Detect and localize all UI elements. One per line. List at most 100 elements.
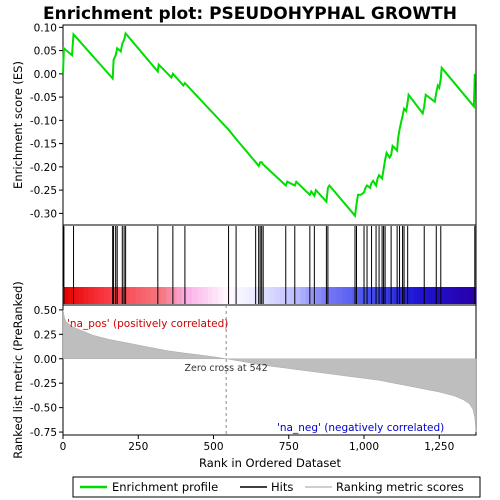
color-bar-segment — [429, 287, 436, 304]
color-bar-segment — [367, 287, 374, 304]
es-y-tick-label: -0.25 — [30, 185, 57, 197]
color-bar-segment — [63, 287, 69, 304]
color-bar-segment — [341, 287, 348, 304]
color-bar-segment — [336, 287, 343, 304]
color-bar-segment — [290, 287, 296, 304]
color-bar-segment — [419, 287, 425, 304]
positive-correlation-label: 'na_pos' (positively correlated) — [67, 318, 228, 330]
color-bar-segment — [383, 287, 389, 304]
color-bar-segment — [274, 287, 281, 304]
color-bar-segment — [357, 287, 364, 304]
x-tick-label: 500 — [203, 441, 223, 453]
color-bar-segment — [130, 287, 136, 304]
color-bar-segment — [217, 287, 224, 304]
negative-correlation-label: 'na_neg' (negatively correlated) — [277, 422, 444, 434]
color-bar-segment — [264, 287, 271, 304]
rank-color-bar — [63, 287, 477, 304]
es-y-tick-label: 0.10 — [34, 22, 57, 34]
es-y-tick-label: -0.10 — [30, 115, 57, 127]
color-bar-segment — [362, 287, 369, 304]
color-bar-segment — [300, 287, 307, 304]
color-bar-segment — [150, 287, 157, 304]
color-bar-segment — [207, 287, 214, 304]
metric-y-tick-label: -0.75 — [30, 427, 57, 439]
color-bar-segment — [414, 287, 420, 304]
hits-panel — [62, 224, 477, 306]
color-bar-segment — [212, 287, 219, 304]
color-bar-segment — [377, 287, 384, 304]
es-y-tick-label: -0.30 — [30, 208, 57, 220]
color-bar-segment — [99, 287, 105, 304]
color-bar-segment — [310, 287, 317, 304]
hit-marks — [63, 226, 476, 304]
es-y-tick-label: 0.05 — [34, 46, 57, 58]
color-bar-segment — [424, 287, 431, 304]
color-bar-segment — [228, 287, 234, 304]
color-bar-segment — [166, 287, 173, 304]
color-bar-segment — [284, 287, 291, 304]
color-bar-segment — [124, 287, 131, 304]
legend-metric-label: Ranking metric scores — [336, 480, 464, 494]
color-bar-segment — [248, 287, 255, 304]
x-tick-label: 750 — [279, 441, 299, 453]
color-bar-segment — [460, 287, 467, 304]
x-tick-label: 1,000 — [349, 441, 379, 453]
color-bar-segment — [83, 287, 90, 304]
color-bar-segment — [78, 287, 85, 304]
x-tick-label: 0 — [60, 441, 67, 453]
metric-y-axis-label: Ranked list metric (PreRanked) — [11, 281, 25, 459]
color-bar-segment — [445, 287, 451, 304]
color-bar-segment — [68, 287, 74, 304]
es-y-axis-label: Enrichment score (ES) — [11, 61, 25, 189]
color-bar-segment — [202, 287, 209, 304]
metric-y-tick-label: 0.25 — [34, 329, 57, 341]
color-bar-segment — [321, 287, 327, 304]
color-bar-segment — [88, 287, 95, 304]
legend-hits-label: Hits — [271, 480, 293, 494]
color-bar-segment — [223, 287, 229, 304]
x-axis-label: Rank in Ordered Dataset — [199, 456, 342, 470]
color-bar-segment — [254, 287, 260, 304]
color-bar-segment — [326, 287, 333, 304]
es-y-tick-label: 0.00 — [34, 69, 57, 81]
color-bar-segment — [279, 287, 286, 304]
color-bar-segment — [73, 287, 80, 304]
color-bar-segment — [135, 287, 142, 304]
color-bar-segment — [155, 287, 162, 304]
color-bar-segment — [398, 287, 405, 304]
color-bar-segment — [192, 287, 198, 304]
legend-box — [72, 476, 481, 498]
color-bar-segment — [305, 287, 312, 304]
metric-x-axis: 0 250 500 750 1,000 1,250 — [60, 435, 454, 453]
color-bar-segment — [104, 287, 111, 304]
es-y-tick-label: -0.20 — [30, 162, 57, 174]
color-bar-segment — [238, 287, 245, 304]
es-plot-area — [62, 24, 477, 226]
color-bar-segment — [315, 287, 322, 304]
es-y-axis: 0.10 0.05 0.00 -0.05 -0.10 -0.15 -0.20 -0.25 -0.… — [30, 22, 63, 220]
metric-y-axis: 0.50 0.25 0.00 -0.25 -0.50 -0.75 — [30, 305, 63, 439]
color-bar-segment — [346, 287, 353, 304]
legend-enrichment-label: Enrichment profile — [112, 480, 218, 494]
color-bar-segment — [465, 287, 472, 304]
color-bar-segment — [197, 287, 203, 304]
color-bar-segment — [176, 287, 183, 304]
metric-y-tick-label: -0.50 — [30, 403, 57, 415]
es-panel: 0.10 0.05 0.00 -0.05 -0.10 -0.15 -0.20 -0.25 -0.… — [11, 22, 477, 226]
metric-y-tick-label: 0.50 — [34, 305, 57, 317]
color-bar-segment — [269, 287, 276, 304]
chart-title: Enrichment plot: PSEUDOHYPHAL GROWTH — [43, 4, 457, 24]
color-bar-segment — [145, 287, 152, 304]
color-bar-segment — [93, 287, 100, 304]
color-bar-segment — [455, 287, 462, 304]
color-bar-segment — [408, 287, 415, 304]
color-bar-segment — [161, 287, 167, 304]
color-bar-segment — [393, 287, 400, 304]
color-bar-segment — [434, 287, 441, 304]
color-bar-segment — [450, 287, 456, 304]
color-bar-segment — [403, 287, 410, 304]
color-bar-segment — [439, 287, 446, 304]
color-bar-segment — [470, 287, 477, 304]
enrichment-profile-line — [62, 31, 476, 219]
